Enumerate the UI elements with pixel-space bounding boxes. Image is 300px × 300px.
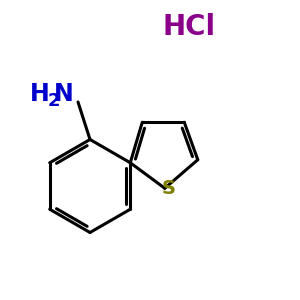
Text: 2: 2 [48, 92, 60, 110]
Text: HCl: HCl [162, 13, 216, 41]
Text: N: N [54, 82, 74, 106]
Text: S: S [161, 179, 176, 198]
Text: H: H [30, 82, 50, 106]
